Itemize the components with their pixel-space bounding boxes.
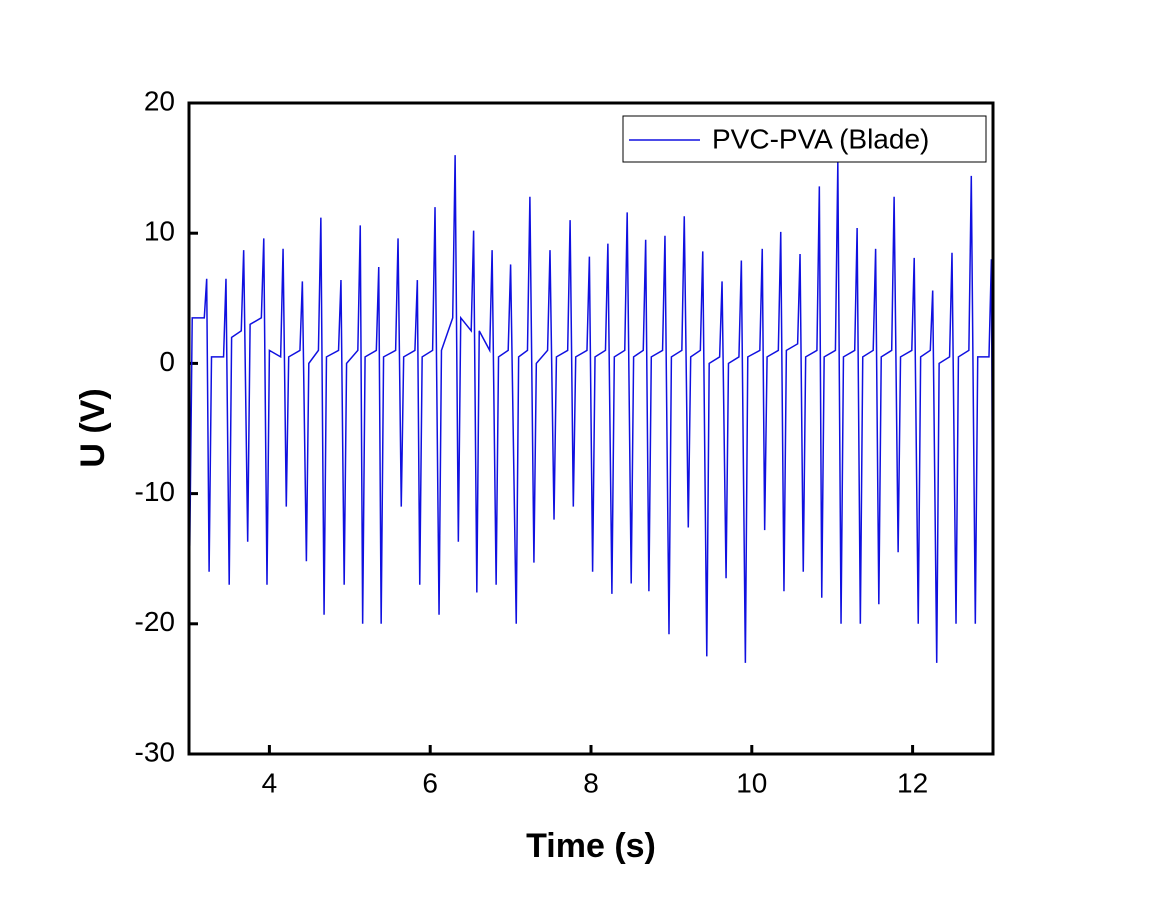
y-tick-label: 0	[159, 346, 175, 377]
x-tick-label: 12	[897, 767, 928, 798]
y-tick-label: -10	[135, 476, 175, 507]
plot-frame	[187, 101, 995, 756]
x-tick-label: 10	[736, 767, 767, 798]
x-axis-label: Time (s)	[526, 827, 656, 865]
y-tick-label: -20	[135, 606, 175, 637]
x-tick-label: 4	[262, 767, 278, 798]
x-tick-label: 8	[583, 767, 599, 798]
y-axis-label: U (V)	[74, 388, 112, 467]
legend-box	[622, 115, 987, 163]
x-tick-label: 6	[422, 767, 438, 798]
y-tick-label: 20	[144, 85, 175, 116]
y-tick-label: -30	[135, 736, 175, 767]
y-tick-label: 10	[144, 216, 175, 247]
legend-text: PVC-PVA (Blade)	[712, 123, 929, 154]
data-line	[188, 155, 994, 663]
